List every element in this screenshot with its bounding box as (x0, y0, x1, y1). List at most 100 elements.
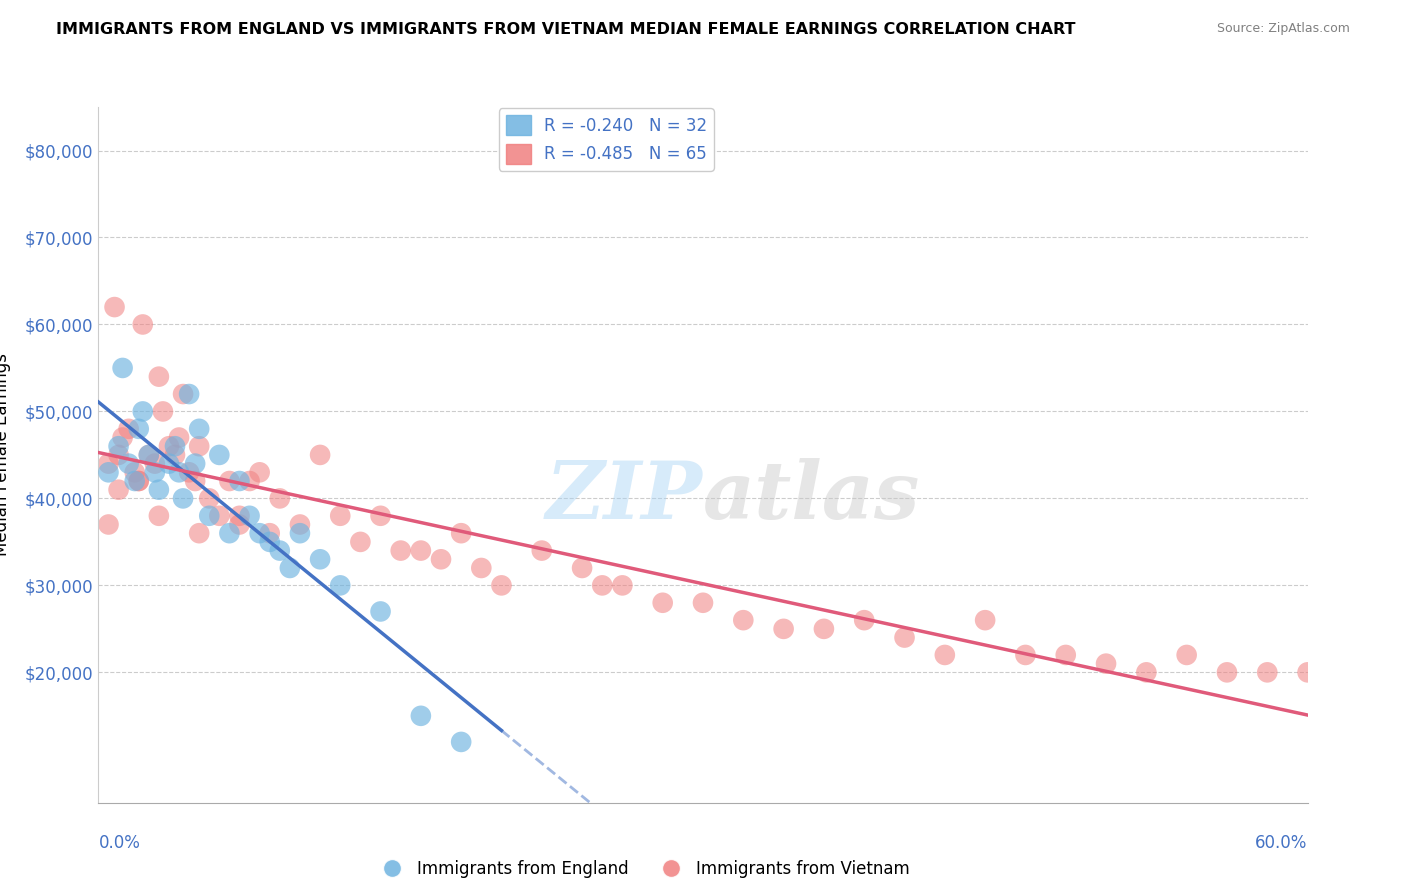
Point (1054, 648, 1077, 662)
Y-axis label: Median Female Earnings: Median Female Earnings (0, 353, 11, 557)
Point (148, 483, 170, 497)
Point (148, 508, 170, 523)
Point (591, 578, 613, 592)
Point (329, 578, 352, 592)
Point (97, 517, 120, 532)
Point (132, 404, 155, 418)
Point (177, 466, 201, 480)
Point (157, 457, 180, 471)
Point (118, 422, 141, 436)
Point (772, 622, 794, 636)
Text: 60.0%: 60.0% (1256, 834, 1308, 852)
Point (228, 517, 250, 532)
Text: Source: ZipAtlas.com: Source: ZipAtlas.com (1216, 22, 1350, 36)
Point (430, 552, 453, 566)
Legend: Immigrants from England, Immigrants from Vietnam: Immigrants from England, Immigrants from… (368, 854, 917, 885)
Text: ZIP: ZIP (546, 458, 703, 535)
Point (1095, 657, 1118, 671)
Point (1296, 665, 1319, 680)
Point (853, 613, 876, 627)
Point (813, 622, 835, 636)
Point (198, 508, 221, 523)
Point (269, 543, 291, 558)
Point (1216, 665, 1239, 680)
Point (530, 543, 553, 558)
Point (1014, 648, 1036, 662)
Point (124, 474, 146, 488)
Point (107, 483, 129, 497)
Point (163, 448, 186, 462)
Point (143, 457, 166, 471)
Point (309, 552, 332, 566)
Point (1135, 665, 1157, 680)
Point (184, 474, 207, 488)
Text: IMMIGRANTS FROM ENGLAND VS IMMIGRANTS FROM VIETNAM MEDIAN FEMALE EARNINGS CORREL: IMMIGRANTS FROM ENGLAND VS IMMIGRANTS FR… (56, 22, 1076, 37)
Point (370, 605, 392, 619)
Point (184, 457, 207, 471)
Point (167, 466, 190, 480)
Point (97, 466, 120, 480)
Point (218, 526, 240, 541)
Point (1256, 665, 1278, 680)
Point (138, 448, 160, 462)
Point (249, 526, 271, 541)
Point (157, 439, 180, 453)
Point (651, 596, 673, 610)
Point (389, 543, 412, 558)
Point (118, 457, 141, 471)
Point (450, 735, 472, 749)
Point (934, 648, 956, 662)
Point (349, 534, 371, 549)
Point (138, 448, 160, 462)
Text: atlas: atlas (703, 458, 921, 535)
Point (309, 448, 332, 462)
Point (228, 508, 250, 523)
Point (329, 508, 352, 523)
Point (893, 631, 915, 645)
Point (167, 430, 190, 444)
Point (198, 491, 221, 506)
Point (470, 561, 492, 575)
Point (107, 448, 129, 462)
Point (259, 534, 281, 549)
Point (692, 596, 714, 610)
Point (249, 466, 271, 480)
Point (278, 561, 301, 575)
Point (107, 439, 129, 453)
Point (1175, 648, 1198, 662)
Point (208, 508, 231, 523)
Point (128, 474, 150, 488)
Point (132, 318, 155, 332)
Point (409, 708, 432, 723)
Point (148, 369, 170, 384)
Point (111, 361, 134, 376)
Point (152, 404, 174, 418)
Point (103, 300, 125, 314)
Point (974, 613, 997, 627)
Point (288, 517, 311, 532)
Text: 0.0%: 0.0% (98, 834, 141, 852)
Point (571, 561, 593, 575)
Point (450, 526, 472, 541)
Point (143, 466, 166, 480)
Point (612, 578, 634, 592)
Point (172, 387, 194, 401)
Point (259, 526, 281, 541)
Point (111, 430, 134, 444)
Point (172, 491, 194, 506)
Point (188, 439, 211, 453)
Point (163, 439, 186, 453)
Point (128, 422, 150, 436)
Point (733, 613, 755, 627)
Point (177, 387, 201, 401)
Point (97, 457, 120, 471)
Point (491, 578, 513, 592)
Point (218, 474, 240, 488)
Point (128, 474, 150, 488)
Point (188, 422, 211, 436)
Point (370, 508, 392, 523)
Point (288, 526, 311, 541)
Point (188, 526, 211, 541)
Point (208, 448, 231, 462)
Point (239, 474, 262, 488)
